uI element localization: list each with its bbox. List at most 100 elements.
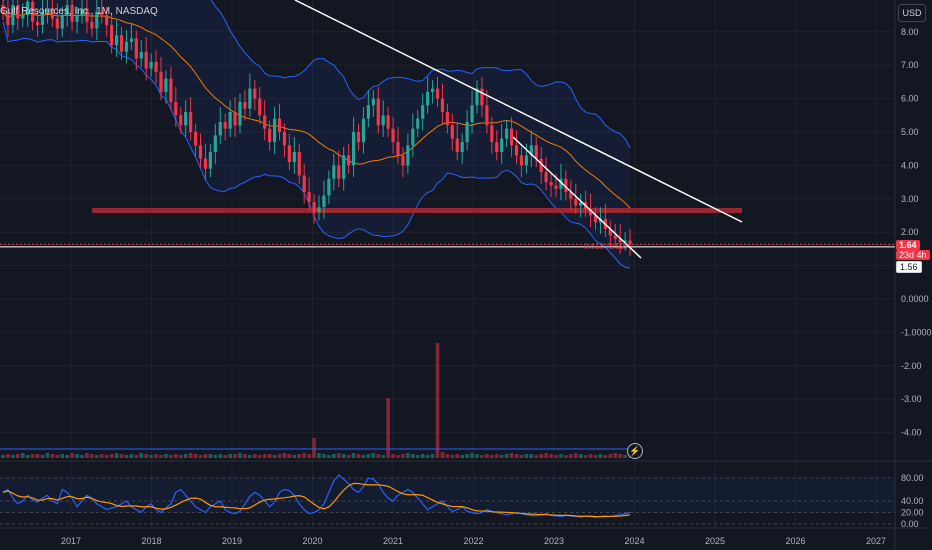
candle-body (31, 1, 35, 22)
volume-bar (248, 455, 252, 458)
rsi-ma-line (2, 482, 631, 518)
volume-bar (376, 454, 381, 458)
candle-body (149, 61, 153, 69)
candle-body (193, 132, 198, 146)
volume-bar (336, 453, 341, 458)
volume-bar (366, 454, 371, 458)
volume-bar (85, 453, 89, 458)
candle-body (40, 11, 45, 26)
candle-body (144, 51, 148, 69)
candle-body (208, 152, 212, 169)
volume-bar (559, 454, 563, 458)
lightning-icon[interactable]: ⚡ (627, 443, 643, 459)
candle-body (628, 240, 632, 245)
volume-bar (425, 455, 430, 458)
upper-band (2, 0, 631, 149)
volume-bar (494, 454, 499, 458)
time-tick-label: 2025 (705, 536, 725, 546)
candle-body (6, 11, 10, 26)
volume-bar (302, 453, 306, 458)
volume-bar (30, 454, 35, 458)
volume-bar (16, 454, 20, 458)
candle-body (268, 128, 272, 143)
volume-bar (307, 454, 311, 458)
price-tick-label: 3.00 (901, 194, 919, 204)
price-tick-label: -4.00 (901, 428, 922, 438)
volume-bar (75, 454, 79, 458)
candle-body (391, 128, 395, 143)
candle-body (272, 118, 277, 143)
volume-bar (35, 454, 40, 458)
currency-button[interactable]: USD (898, 4, 926, 22)
volume-bar (188, 453, 193, 458)
volume-bar (40, 455, 45, 458)
candle-body (505, 128, 509, 139)
candle-body (371, 98, 375, 106)
candle-body (159, 71, 163, 92)
price-tick-label: 0.0000 (901, 294, 929, 304)
volume-bar (287, 454, 292, 458)
candle-body (105, 15, 109, 26)
candle-body (233, 111, 237, 126)
volume-bar (317, 453, 321, 458)
volume-bar (277, 454, 282, 458)
volume-bar (238, 453, 242, 458)
volume-bar (164, 454, 168, 458)
volume-bar (603, 455, 608, 458)
volume-bar (445, 454, 450, 458)
candle-body (445, 111, 449, 126)
volume-bar (243, 454, 247, 458)
volume-bar (480, 455, 484, 458)
time-tick-label: 2022 (463, 536, 483, 546)
time-tick-label: 2026 (785, 536, 805, 546)
time-tick-label: 2027 (866, 536, 886, 546)
volume-bar (253, 454, 257, 458)
volume-bar (435, 343, 440, 458)
volume-bar (396, 455, 400, 458)
candle-body (549, 182, 553, 186)
horizontal-line-tag: 1.56 (896, 261, 922, 273)
volume-bar (564, 455, 568, 458)
candle-body (134, 38, 138, 59)
candle-body (297, 152, 301, 176)
volume-bar (129, 454, 134, 458)
volume-bar (356, 454, 361, 458)
candle-body (317, 207, 321, 213)
candle-body (544, 172, 548, 183)
candle-body (322, 195, 326, 208)
volume-bar (90, 454, 94, 458)
volume-bar (583, 455, 588, 458)
candle-body (426, 91, 430, 106)
candle-body (396, 142, 400, 156)
volume-bar (430, 454, 435, 458)
candle-body (539, 158, 543, 173)
volume-bar (569, 454, 573, 458)
volume-bar (524, 454, 529, 458)
candle-body (50, 8, 54, 19)
candle-body (95, 11, 99, 29)
price-tick-label: -2.00 (901, 361, 922, 371)
candle-body (327, 178, 331, 196)
short-trendline (512, 136, 642, 259)
candle-body (500, 138, 504, 153)
candle-body (119, 35, 124, 52)
volume-bar (465, 454, 469, 458)
volume-bar (475, 454, 479, 458)
candle-body (307, 192, 311, 203)
candle-body (435, 88, 440, 99)
volume-bar (618, 454, 622, 458)
candle-body (401, 155, 405, 166)
volume-bar (1, 455, 5, 458)
volume-bar (554, 455, 558, 458)
candle-body (124, 41, 129, 52)
volume-bar (514, 454, 519, 458)
candle-body (70, 5, 74, 22)
candle-body (361, 118, 366, 143)
price-tick-label: 5.00 (901, 127, 919, 137)
candle-body (60, 15, 64, 29)
candle-body (218, 121, 222, 136)
candle-body (198, 145, 203, 159)
price-tick-label: 2.00 (901, 227, 919, 237)
candle-body (460, 142, 464, 153)
